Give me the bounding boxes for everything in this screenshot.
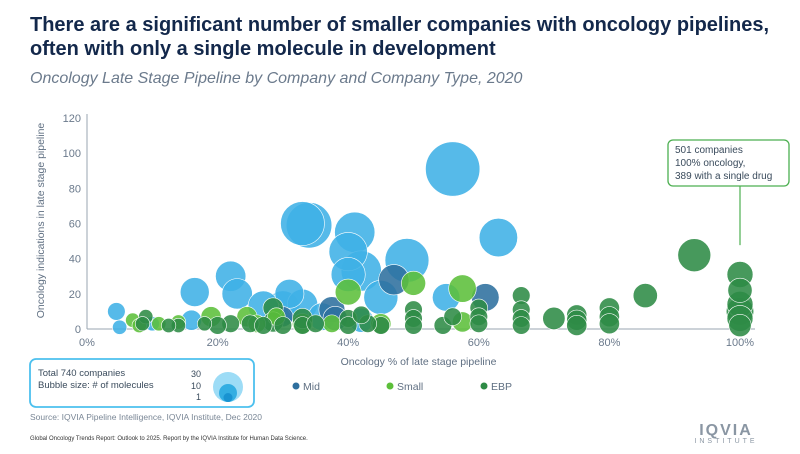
- size-legend-text: Total 740 companies: [38, 368, 125, 379]
- logo-mark: IQVIA: [699, 422, 753, 439]
- bubble-small: [401, 270, 426, 296]
- annotation-text: 501 companies: [675, 145, 743, 156]
- bubble-ebp: [566, 315, 588, 336]
- size-legend-box: [29, 358, 255, 408]
- logo-subtitle: INSTITUTE: [694, 438, 758, 445]
- chart-subtitle: Oncology Late Stage Pipeline by Company …: [30, 70, 523, 87]
- bubble-ebp: [197, 316, 213, 332]
- size-legend-value: 10: [191, 381, 201, 391]
- y-tick-label: 60: [69, 219, 81, 231]
- bubble-ebp: [306, 314, 325, 333]
- bubble-large: [112, 319, 128, 335]
- bubble-ebp: [728, 313, 752, 337]
- bubble-ebp: [727, 277, 753, 303]
- bubble-ebp: [254, 316, 273, 335]
- legend-marker-small: [386, 382, 394, 390]
- x-axis-title: Oncology % of late stage pipeline: [341, 356, 497, 368]
- bubble-large: [107, 302, 126, 321]
- bubble-ebp: [632, 283, 658, 309]
- annotation-box: [667, 139, 790, 187]
- x-tick-label: 0%: [79, 337, 95, 349]
- bubble-large: [179, 277, 210, 307]
- footnote: Global Oncology Trends Report: Outlook t…: [30, 436, 308, 442]
- x-tick-label: 40%: [337, 337, 359, 349]
- legend-marker-ebp: [480, 382, 488, 390]
- bubble-ebp: [339, 316, 358, 335]
- bubble-large: [221, 278, 253, 310]
- chart-title: There are a significant number of smalle…: [30, 14, 770, 60]
- y-tick-label: 20: [69, 289, 81, 301]
- annotation-text: 100% oncology,: [675, 158, 745, 169]
- source-note: Source: IQVIA Pipeline Intelligence, IQV…: [30, 412, 262, 422]
- y-tick-label: 40: [69, 254, 81, 266]
- bubble-ebp: [512, 316, 531, 335]
- bubble-ebp: [677, 238, 712, 272]
- y-axis-title: Oncology indications in late stage pipel…: [35, 123, 47, 319]
- bubble-large: [478, 218, 518, 258]
- legend-label-ebp: EBP: [491, 381, 512, 393]
- x-tick-label: 60%: [468, 337, 490, 349]
- y-tick-label: 100: [63, 148, 81, 160]
- bubble-ebp: [404, 316, 423, 335]
- bubble-ebp: [469, 314, 488, 333]
- bubble-large: [425, 141, 481, 197]
- bubble-ebp: [443, 307, 462, 326]
- y-tick-label: 80: [69, 183, 81, 195]
- bubble-ebp: [352, 305, 371, 325]
- size-legend-value: 1: [196, 392, 201, 402]
- legend-label-small: Small: [397, 381, 423, 393]
- bubble-small: [334, 278, 362, 306]
- y-tick-label: 0: [75, 324, 81, 336]
- bubble-ebp: [135, 316, 151, 332]
- x-tick-label: 20%: [207, 337, 229, 349]
- bubble-small: [448, 274, 477, 303]
- x-tick-label: 100%: [726, 337, 754, 349]
- bubble-small: [322, 314, 342, 333]
- iqvia-logo: IQVIA INSTITUTE: [690, 422, 762, 445]
- y-tick-label: 120: [63, 113, 81, 125]
- bubble-ebp: [542, 306, 566, 330]
- annotation-text: 389 with a single drug: [675, 171, 772, 182]
- size-legend-bubble: [223, 393, 233, 402]
- bubble-ebp: [161, 317, 177, 333]
- x-tick-label: 80%: [598, 337, 620, 349]
- bubble-large: [280, 201, 325, 246]
- size-legend-value: 30: [191, 369, 201, 379]
- bubble-large: [274, 279, 305, 309]
- legend-label-mid: Mid: [303, 381, 320, 393]
- size-legend-text: Bubble size: # of molecules: [38, 380, 154, 391]
- bubble-ebp: [598, 313, 620, 335]
- legend-marker-mid: [292, 382, 300, 390]
- bubble-ebp: [273, 316, 293, 335]
